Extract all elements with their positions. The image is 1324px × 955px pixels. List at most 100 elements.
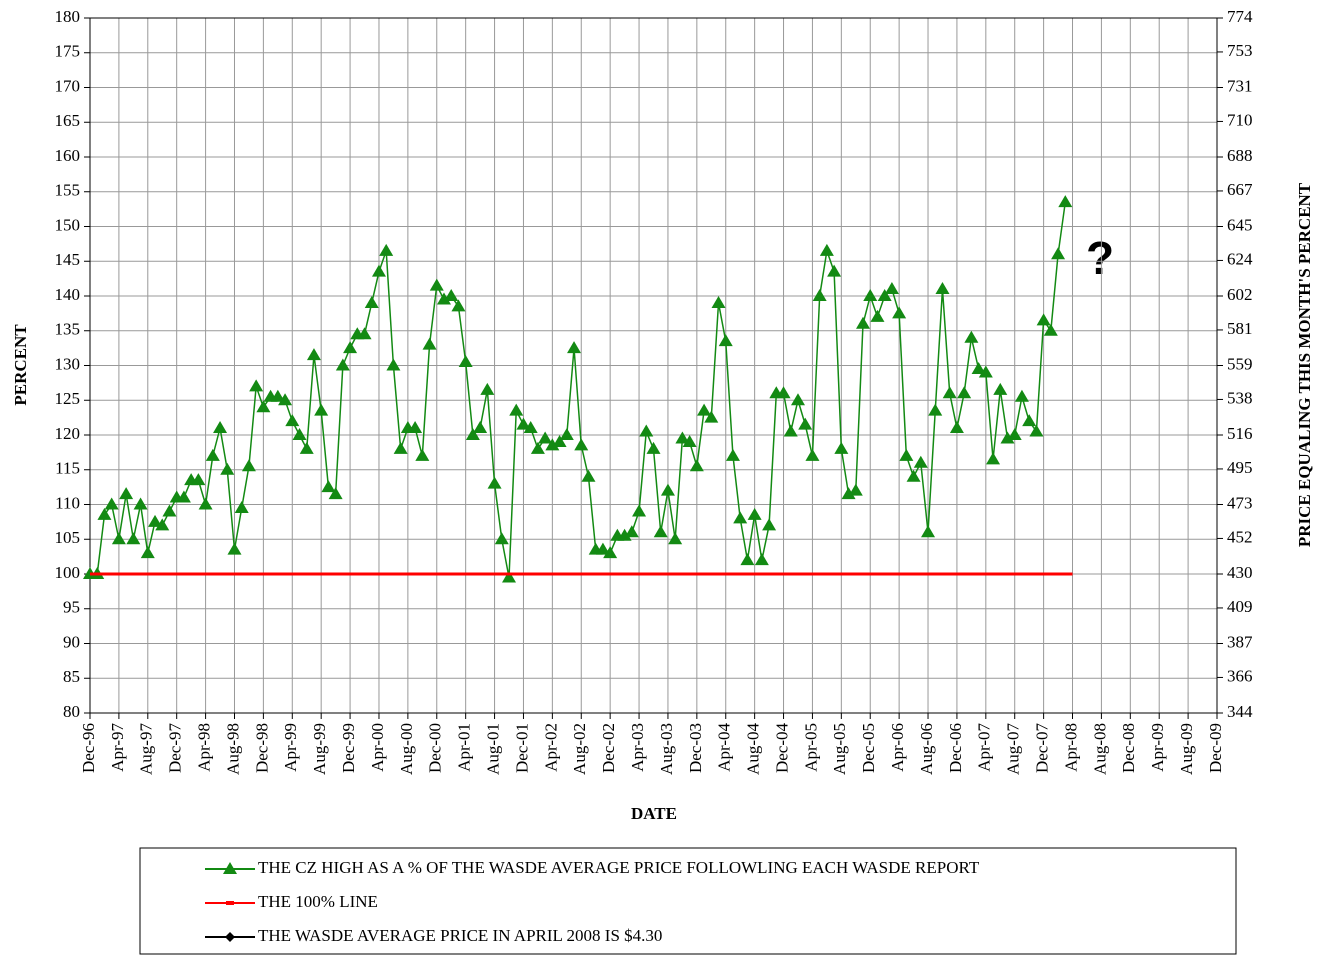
point <box>812 289 827 301</box>
point <box>581 469 596 482</box>
x-tick-label: Aug-03 <box>657 723 676 775</box>
x-tick-label: Apr-03 <box>628 723 647 772</box>
y2-tick-label: 387 <box>1227 632 1253 651</box>
y-tick-label: 80 <box>63 702 80 721</box>
point <box>1014 389 1029 402</box>
point <box>986 452 1001 465</box>
point <box>494 532 509 545</box>
point <box>256 400 271 413</box>
x-tick-label: Aug-01 <box>483 723 502 775</box>
x-tick-label: Apr-97 <box>108 723 127 772</box>
x-tick-label: Dec-99 <box>339 723 358 773</box>
point <box>798 417 813 430</box>
x-tick-label: Apr-06 <box>888 723 907 772</box>
y-tick-label: 160 <box>55 146 81 165</box>
point <box>321 480 336 493</box>
x-tick-label: Dec-08 <box>1119 723 1138 773</box>
point <box>682 434 697 447</box>
point <box>126 532 141 545</box>
point <box>422 337 437 350</box>
point <box>718 334 733 347</box>
point <box>790 393 805 406</box>
point <box>1058 195 1073 208</box>
point <box>856 316 871 329</box>
x-tick-label: Apr-00 <box>368 723 387 772</box>
point <box>827 264 842 277</box>
x-tick-label: Dec-00 <box>426 723 445 773</box>
point <box>668 532 683 545</box>
point <box>1043 323 1058 336</box>
point <box>133 497 148 510</box>
point <box>740 553 755 566</box>
point <box>639 424 654 437</box>
point <box>162 504 177 517</box>
point <box>595 542 610 555</box>
point <box>343 341 358 354</box>
y2-tick-label: 581 <box>1227 319 1253 338</box>
point <box>776 386 791 399</box>
y-tick-label: 135 <box>55 320 81 339</box>
point <box>603 546 618 559</box>
legend-marker <box>226 901 234 905</box>
point <box>733 511 748 524</box>
x-tick-label: Apr-08 <box>1061 723 1080 772</box>
y2-tick-label: 624 <box>1227 249 1253 268</box>
point <box>249 379 264 392</box>
x-tick-label: Apr-05 <box>801 723 820 772</box>
point <box>386 358 401 371</box>
x-tick-label: Aug-06 <box>917 723 936 775</box>
point <box>364 295 379 308</box>
point <box>697 403 712 416</box>
x-tick-label: Aug-09 <box>1177 723 1196 775</box>
point <box>104 497 119 510</box>
point <box>335 358 350 371</box>
y-tick-label: 180 <box>55 7 81 26</box>
point <box>111 532 126 545</box>
point <box>429 278 444 291</box>
point <box>465 428 480 440</box>
point <box>863 289 878 301</box>
y2-tick-label: 409 <box>1227 597 1253 616</box>
point <box>870 309 885 322</box>
x-tick-label: Apr-01 <box>455 723 474 772</box>
point <box>964 330 979 343</box>
x-tick-label: Aug-97 <box>137 723 156 775</box>
y2-tick-label: 774 <box>1227 7 1253 26</box>
point <box>220 462 235 475</box>
y2-tick-label: 473 <box>1227 493 1253 512</box>
point <box>1022 414 1037 427</box>
y2-tick-label: 710 <box>1227 110 1253 129</box>
point <box>415 448 430 461</box>
annotation: ? <box>1086 232 1114 284</box>
y2-tick-label: 645 <box>1227 215 1253 234</box>
x-tick-label: Dec-01 <box>512 723 531 773</box>
point <box>393 441 408 454</box>
point <box>458 355 473 368</box>
point <box>884 282 899 295</box>
y2-tick-label: 344 <box>1227 702 1253 721</box>
point <box>314 403 329 416</box>
legend-label: THE 100% LINE <box>258 892 378 911</box>
point <box>379 243 394 256</box>
y-tick-label: 140 <box>55 285 81 304</box>
point <box>371 264 386 277</box>
x-tick-label: Dec-03 <box>686 723 705 773</box>
y-tick-label: 95 <box>63 598 80 617</box>
point <box>704 410 719 423</box>
x-tick-label: Dec-04 <box>772 723 791 774</box>
point <box>119 487 134 500</box>
point <box>502 570 517 583</box>
x-tick-label: Apr-98 <box>194 723 213 772</box>
point <box>689 459 704 472</box>
point <box>971 361 986 374</box>
point <box>299 441 314 454</box>
point <box>646 441 661 454</box>
point <box>762 518 777 531</box>
point <box>632 504 647 517</box>
point <box>877 289 892 301</box>
y-tick-label: 125 <box>55 389 81 408</box>
y-axis-title: PERCENT <box>11 324 30 406</box>
point <box>509 403 524 416</box>
point <box>408 421 423 434</box>
